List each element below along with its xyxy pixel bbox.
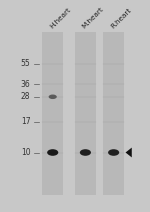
Text: 17: 17 — [21, 117, 30, 126]
Bar — [75, 32, 96, 195]
Text: M.heart: M.heart — [81, 6, 105, 30]
Text: R.heart: R.heart — [109, 7, 132, 30]
Polygon shape — [126, 148, 132, 158]
Bar — [103, 32, 124, 195]
Bar — [42, 32, 63, 195]
Text: 10: 10 — [21, 148, 30, 157]
Ellipse shape — [47, 149, 58, 156]
Text: 28: 28 — [21, 92, 30, 101]
Text: 36: 36 — [21, 80, 30, 89]
Text: H.heart: H.heart — [48, 7, 72, 30]
Ellipse shape — [80, 149, 91, 156]
Ellipse shape — [49, 95, 57, 99]
Ellipse shape — [108, 149, 119, 156]
Text: 55: 55 — [21, 59, 30, 68]
